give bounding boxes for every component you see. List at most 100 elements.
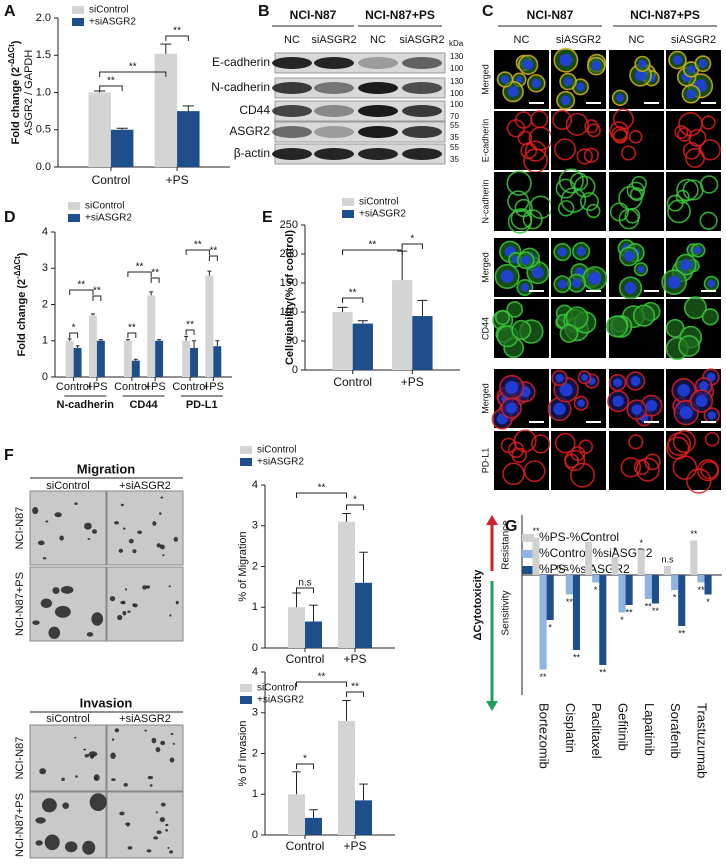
bar (532, 537, 540, 575)
x-tick-label: Control (286, 652, 325, 666)
cell-membrane (494, 310, 511, 326)
y-label-part: Fold change (2 (10, 67, 22, 145)
cell-blob (169, 850, 173, 854)
cell-membrane (632, 304, 656, 327)
bar (213, 346, 222, 377)
row-label: N-cadherin (480, 179, 490, 223)
nucleus (560, 95, 571, 106)
row-label: Merged (480, 383, 490, 414)
legend-swatch (522, 550, 534, 558)
cell-blob (173, 536, 178, 542)
cell-fill (666, 319, 684, 338)
x-tick-label: Paclitaxel (589, 703, 604, 759)
bracket (346, 691, 364, 697)
cell-membrane (553, 243, 572, 262)
legend-label: siControl (257, 683, 296, 694)
cell-membrane (557, 200, 575, 217)
bracket (127, 332, 137, 338)
nucleus (637, 265, 645, 273)
cell-membrane (564, 449, 586, 472)
bracket (150, 277, 160, 283)
nucleus (686, 89, 696, 99)
cell-membrane (673, 399, 699, 426)
x-tick-label: +PS (203, 381, 224, 393)
bar (123, 340, 132, 377)
significance: ** (573, 652, 581, 662)
significance: * (620, 615, 624, 625)
panel-letter: E (262, 209, 273, 226)
cell-blob (54, 512, 62, 518)
x-tick-label: +PS (343, 839, 366, 853)
nucleus (631, 404, 642, 415)
nucleus (588, 272, 602, 285)
panel-letter: F (4, 447, 14, 464)
cell-membrane (524, 140, 547, 162)
cell-blob (151, 737, 157, 744)
cell-membrane (683, 296, 707, 320)
cell-blob (144, 729, 147, 732)
lane-label: siASGR2 (399, 34, 444, 46)
y-axis-label: ΔCytotoxicity (472, 569, 484, 641)
bar (644, 575, 652, 599)
nucleus (577, 399, 585, 407)
bracket (296, 587, 314, 593)
blot-band (314, 82, 354, 94)
significance: ** (645, 601, 653, 611)
cell-blob (59, 535, 64, 541)
nucleus (677, 384, 691, 397)
nucleus (531, 266, 544, 279)
bracket (92, 295, 102, 301)
cell-membrane (618, 276, 643, 300)
direction-label: Sensitivity (501, 590, 512, 635)
y-tick-label: 0 (292, 364, 298, 376)
cell-membrane (502, 80, 524, 103)
significance: n.s (298, 578, 311, 589)
nucleus (612, 395, 624, 407)
cell-blob (162, 554, 165, 557)
bar (131, 360, 140, 377)
legend-swatch (240, 696, 252, 704)
significance: * (587, 530, 591, 540)
cell-blob (41, 798, 57, 813)
y-label-part: -ΔΔCt (13, 256, 22, 279)
legend-swatch (72, 6, 84, 14)
cell-blob (48, 626, 61, 639)
significance: n.s (662, 554, 675, 564)
bar (332, 312, 353, 370)
group-header: NCI-N87 (527, 8, 574, 22)
significance: ** (318, 483, 326, 494)
y-tick-label: 200 (280, 248, 298, 260)
cell-membrane (516, 279, 534, 296)
nucleus (695, 395, 708, 408)
cell-blob (169, 614, 172, 617)
cell-blob (42, 557, 47, 560)
nucleus (559, 53, 573, 67)
blot-band (402, 126, 442, 138)
panel-letter: B (258, 3, 270, 20)
cell-membrane (553, 47, 579, 73)
x-tick-label: Sorafenib (668, 703, 683, 759)
significance: * (410, 234, 414, 245)
cell-blob (147, 775, 154, 780)
blot-band (314, 57, 354, 69)
bar (65, 340, 74, 377)
cell-fill (566, 307, 588, 329)
cell-membrane (626, 399, 647, 420)
nucleus (531, 78, 541, 89)
significance: ** (690, 529, 698, 539)
significance: ** (532, 526, 540, 536)
cell-blob (40, 598, 53, 609)
cell-membrane (586, 203, 601, 219)
nucleus (624, 282, 637, 295)
x-tick-label: Gefitinib (616, 703, 631, 751)
cell-blob (74, 736, 77, 739)
cell-blob (120, 601, 124, 604)
bar (205, 275, 214, 377)
cell-membrane (634, 55, 651, 72)
y-axis-label-2: ASGR2 / GAPDH (23, 50, 35, 136)
bar (585, 542, 593, 575)
row-label: CD44 (239, 103, 270, 117)
bar (182, 340, 191, 377)
cell-fill (702, 309, 719, 325)
cell-membrane (559, 72, 577, 91)
